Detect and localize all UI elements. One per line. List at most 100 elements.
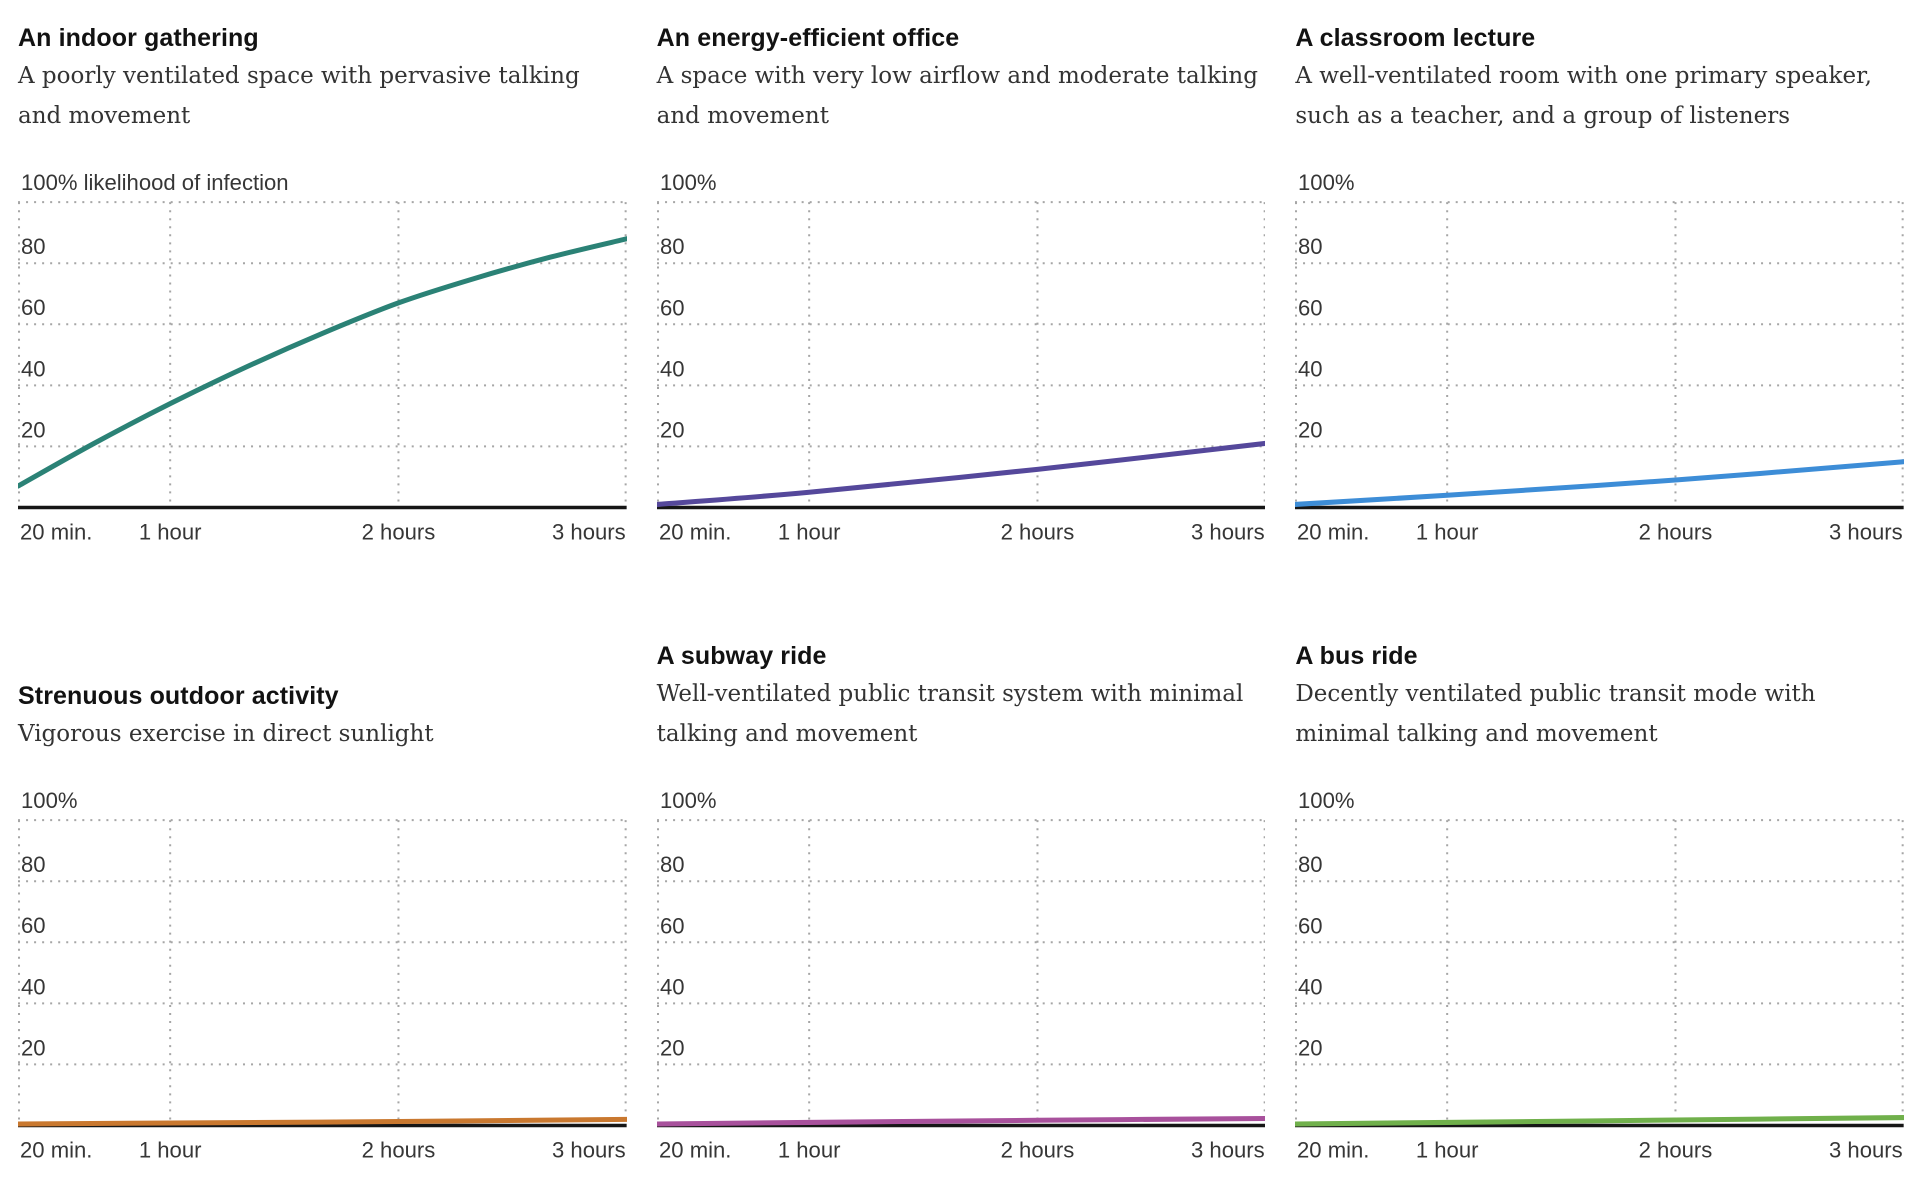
chart-description: Decently ventilated public transit mode … — [1295, 680, 1816, 747]
x-tick-label: 20 min. — [659, 1137, 731, 1162]
x-tick-label: 2 hours — [1639, 1137, 1713, 1162]
data-line — [656, 440, 1266, 507]
y-tick-label: 60 — [1298, 295, 1323, 320]
chart-canvas-strenuous-outdoor-activity: 100% 80 60 40 20 20 min. 1 hour 2 hours 3 hours — [18, 788, 627, 1162]
chart-canvas-energy-efficient-office: 100% 80 60 40 20 20 min. 1 hour 2 hours 3 hours — [656, 170, 1266, 545]
chart-card-strenuous-outdoor-activity: Strenuous outdoor activity Vigorous exerc… — [18, 624, 627, 1178]
chart-canvas-bus-ride: 100% 80 60 40 20 20 min. 1 hour 2 hours 3 hours — [1295, 788, 1904, 1162]
chart-header: A subway ride Well-ventilated public tran… — [657, 624, 1266, 754]
y-tick-label: 40 — [1298, 974, 1323, 999]
x-tick-label: 2 hours — [1639, 520, 1713, 545]
y-tick-label: 60 — [660, 913, 685, 938]
y-tick-label: 60 — [1298, 913, 1323, 938]
chart-card-energy-efficient-office: An energy-efficient office A space with v… — [656, 6, 1266, 560]
x-tick-label: 3 hours — [552, 520, 626, 545]
chart-canvas-subway-ride: 100% 80 60 40 20 20 min. 1 hour 2 hours 3 hours — [656, 788, 1266, 1162]
chart-card-classroom-lecture: A classroom lecture A well-ventilated roo… — [1295, 6, 1904, 560]
x-tick-label: 3 hours — [1191, 520, 1265, 545]
x-tick-label: 20 min. — [20, 520, 92, 545]
chart-canvas-indoor-gathering: 100% likelihood of infection 80 60 40 20 20 m… — [18, 170, 627, 545]
y-axis-labels: 100% likelihood of infection 80 60 40 20 — [21, 170, 289, 442]
data-line — [18, 236, 627, 489]
y-tick-label: 60 — [660, 295, 685, 320]
y-axis-top-label: 100% — [660, 170, 716, 195]
y-tick-label: 40 — [21, 974, 46, 999]
y-axis-labels: 100% 80 60 40 20 — [21, 788, 77, 1060]
chart-header: A bus ride Decently ventilated public tra… — [1295, 624, 1904, 754]
chart-canvas-classroom-lecture: 100% 80 60 40 20 20 min. 1 hour 2 hours 3 hours — [1295, 170, 1904, 545]
chart-title: Strenuous outdoor activity — [18, 681, 339, 710]
chart-header: An indoor gathering A poorly ventilated s… — [18, 6, 627, 136]
x-axis-labels: 20 min. 1 hour 2 hours 3 hours — [1297, 1137, 1903, 1162]
x-tick-label: 2 hours — [362, 520, 436, 545]
y-axis-labels: 100% 80 60 40 20 — [660, 788, 716, 1060]
y-tick-label: 60 — [21, 913, 46, 938]
x-tick-label: 1 hour — [139, 520, 202, 545]
gridlines — [18, 201, 627, 508]
x-axis-labels: 20 min. 1 hour 2 hours 3 hours — [1297, 520, 1903, 545]
y-tick-label: 60 — [21, 295, 46, 320]
x-axis-labels: 20 min. 1 hour 2 hours 3 hours — [20, 1137, 626, 1162]
data-line — [656, 1115, 1266, 1127]
y-tick-label: 80 — [1298, 234, 1323, 259]
y-tick-label: 20 — [21, 417, 46, 442]
y-tick-label: 80 — [660, 852, 685, 877]
y-axis-top-label: 100% — [21, 788, 77, 813]
y-tick-label: 80 — [21, 234, 46, 259]
y-axis-labels: 100% 80 60 40 20 — [1298, 788, 1354, 1060]
x-tick-label: 3 hours — [1829, 1137, 1903, 1162]
x-tick-label: 1 hour — [778, 1137, 841, 1162]
x-tick-label: 1 hour — [778, 520, 841, 545]
chart-description: A poorly ventilated space with pervasive… — [18, 63, 580, 129]
chart-title: A classroom lecture — [1295, 24, 1536, 52]
y-tick-label: 20 — [21, 1035, 46, 1060]
chart-title: An energy-efficient office — [656, 24, 960, 52]
y-axis-labels: 100% 80 60 40 20 — [660, 170, 716, 442]
y-axis-top-label: 100% — [1298, 170, 1354, 195]
chart-header: An energy-efficient office A space with v… — [657, 6, 1266, 136]
gridlines — [1295, 201, 1904, 508]
x-tick-label: 3 hours — [1829, 520, 1903, 545]
x-tick-label: 1 hour — [1416, 1137, 1479, 1162]
chart-header: Strenuous outdoor activity Vigorous exerc… — [18, 624, 627, 754]
y-tick-label: 40 — [660, 974, 685, 999]
x-tick-label: 2 hours — [1000, 520, 1074, 545]
chart-description: A well-ventilated room with one primary … — [1295, 63, 1872, 129]
x-tick-label: 1 hour — [1416, 520, 1479, 545]
chart-description: Vigorous exercise in direct sunlight — [18, 720, 434, 747]
x-axis-labels: 20 min. 1 hour 2 hours 3 hours — [20, 520, 626, 545]
data-line — [1295, 459, 1904, 507]
y-tick-label: 20 — [1298, 1035, 1323, 1060]
gridlines — [656, 201, 1266, 508]
y-tick-label: 40 — [1298, 356, 1323, 381]
x-axis-labels: 20 min. 1 hour 2 hours 3 hours — [659, 1137, 1265, 1162]
chart-title: An indoor gathering — [18, 24, 259, 52]
x-tick-label: 1 hour — [139, 1137, 202, 1162]
x-tick-label: 3 hours — [1191, 1137, 1265, 1162]
y-tick-label: 40 — [21, 356, 46, 381]
x-tick-label: 20 min. — [20, 1137, 92, 1162]
y-tick-label: 20 — [660, 1035, 685, 1060]
y-axis-labels: 100% 80 60 40 20 — [1298, 170, 1354, 442]
x-tick-label: 2 hours — [362, 1137, 436, 1162]
chart-description: A space with very low airflow and modera… — [656, 63, 1258, 129]
y-tick-label: 20 — [660, 417, 685, 442]
gridlines — [656, 818, 1266, 1126]
chart-description: Well-ventilated public transit system wi… — [656, 680, 1244, 747]
x-tick-label: 20 min. — [1297, 520, 1369, 545]
gridlines — [18, 818, 627, 1126]
data-line — [18, 1116, 627, 1127]
y-axis-top-label: 100% likelihood of infection — [21, 170, 289, 195]
chart-title: A subway ride — [656, 641, 827, 670]
y-tick-label: 20 — [1298, 417, 1323, 442]
chart-card-subway-ride: A subway ride Well-ventilated public tran… — [656, 624, 1266, 1178]
y-axis-top-label: 100% — [660, 788, 716, 813]
chart-card-bus-ride: A bus ride Decently ventilated public tra… — [1295, 624, 1904, 1178]
gridlines — [1295, 818, 1904, 1126]
y-tick-label: 80 — [1298, 852, 1323, 877]
data-line — [1295, 1114, 1904, 1127]
y-tick-label: 40 — [660, 356, 685, 381]
x-tick-label: 20 min. — [659, 520, 731, 545]
x-axis-labels: 20 min. 1 hour 2 hours 3 hours — [659, 520, 1265, 545]
